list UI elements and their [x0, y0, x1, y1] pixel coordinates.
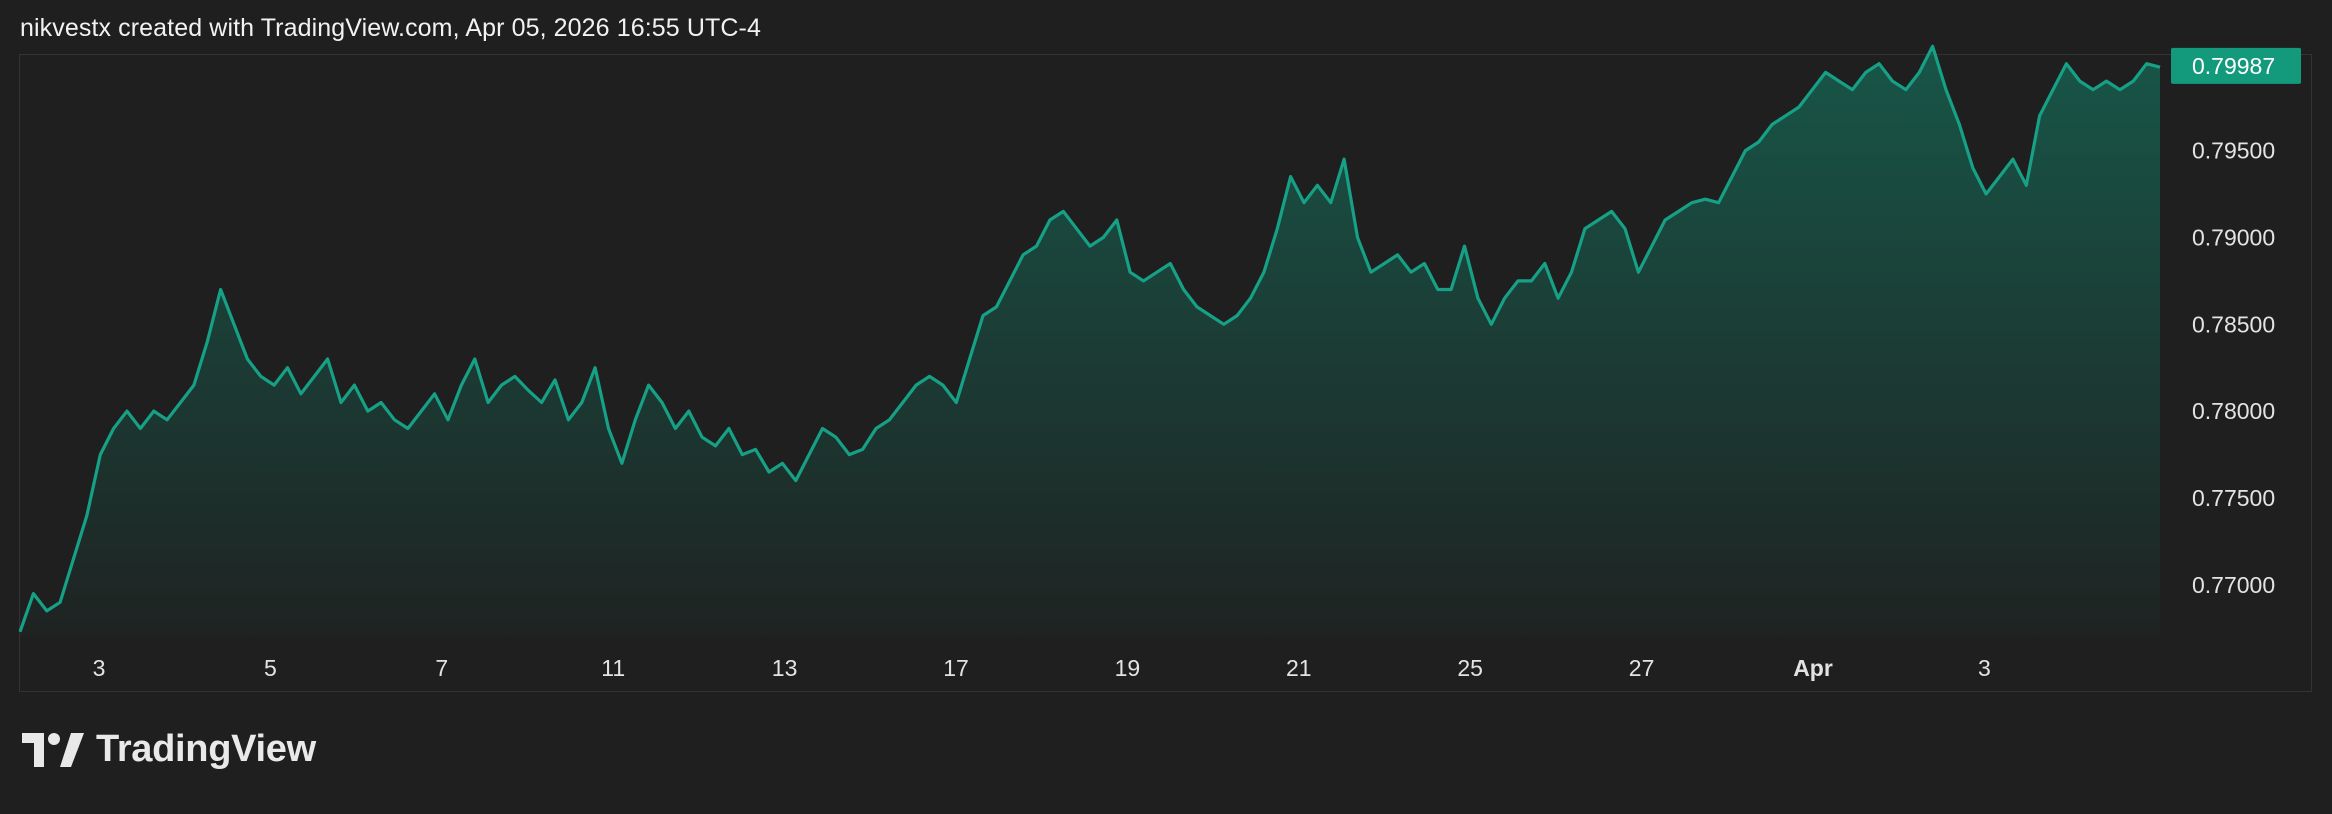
y-tick-label: 0.77500 — [2192, 485, 2275, 511]
tradingview-logo-icon — [22, 732, 84, 767]
price-area-fill — [20, 46, 2160, 638]
x-tick-label: 27 — [1629, 655, 1655, 681]
x-tick-label: Apr — [1793, 655, 1833, 681]
tradingview-logo[interactable]: TradingView — [22, 728, 316, 771]
y-tick-label: 0.79000 — [2192, 224, 2275, 250]
chart-frame — [19, 54, 2312, 692]
x-tick-label: 3 — [93, 655, 106, 681]
x-tick-label: 25 — [1457, 655, 1483, 681]
last-price-label: 0.79987 — [2192, 53, 2275, 79]
tradingview-wordmark: TradingView — [96, 728, 316, 770]
y-tick-label: 0.77000 — [2192, 572, 2275, 598]
x-tick-label: 3 — [1978, 655, 1991, 681]
x-tick-label: 13 — [772, 655, 798, 681]
snapshot-caption: nikvestx created with TradingView.com, A… — [20, 14, 761, 42]
x-tick-label: 19 — [1115, 655, 1141, 681]
last-price-badge: 0.79987 — [2171, 47, 2301, 84]
x-axis: 3 5 7 11 13 17 19 21 25 27 Apr 3 — [93, 655, 1991, 681]
price-line[interactable] — [18, 44, 2161, 633]
x-tick-label: 11 — [601, 655, 625, 681]
y-tick-label: 0.79500 — [2192, 138, 2275, 164]
x-tick-label: 5 — [264, 655, 277, 681]
x-tick-label: 21 — [1286, 655, 1312, 681]
last-price-badge-bg — [2171, 47, 2301, 84]
x-tick-label: 7 — [435, 655, 448, 681]
x-tick-label: 17 — [943, 655, 969, 681]
y-tick-label: 0.78000 — [2192, 398, 2275, 424]
y-axis: 0.77000 0.77500 0.78000 0.78500 0.79000 0.795… — [2192, 138, 2275, 598]
y-tick-label: 0.78500 — [2192, 311, 2275, 337]
